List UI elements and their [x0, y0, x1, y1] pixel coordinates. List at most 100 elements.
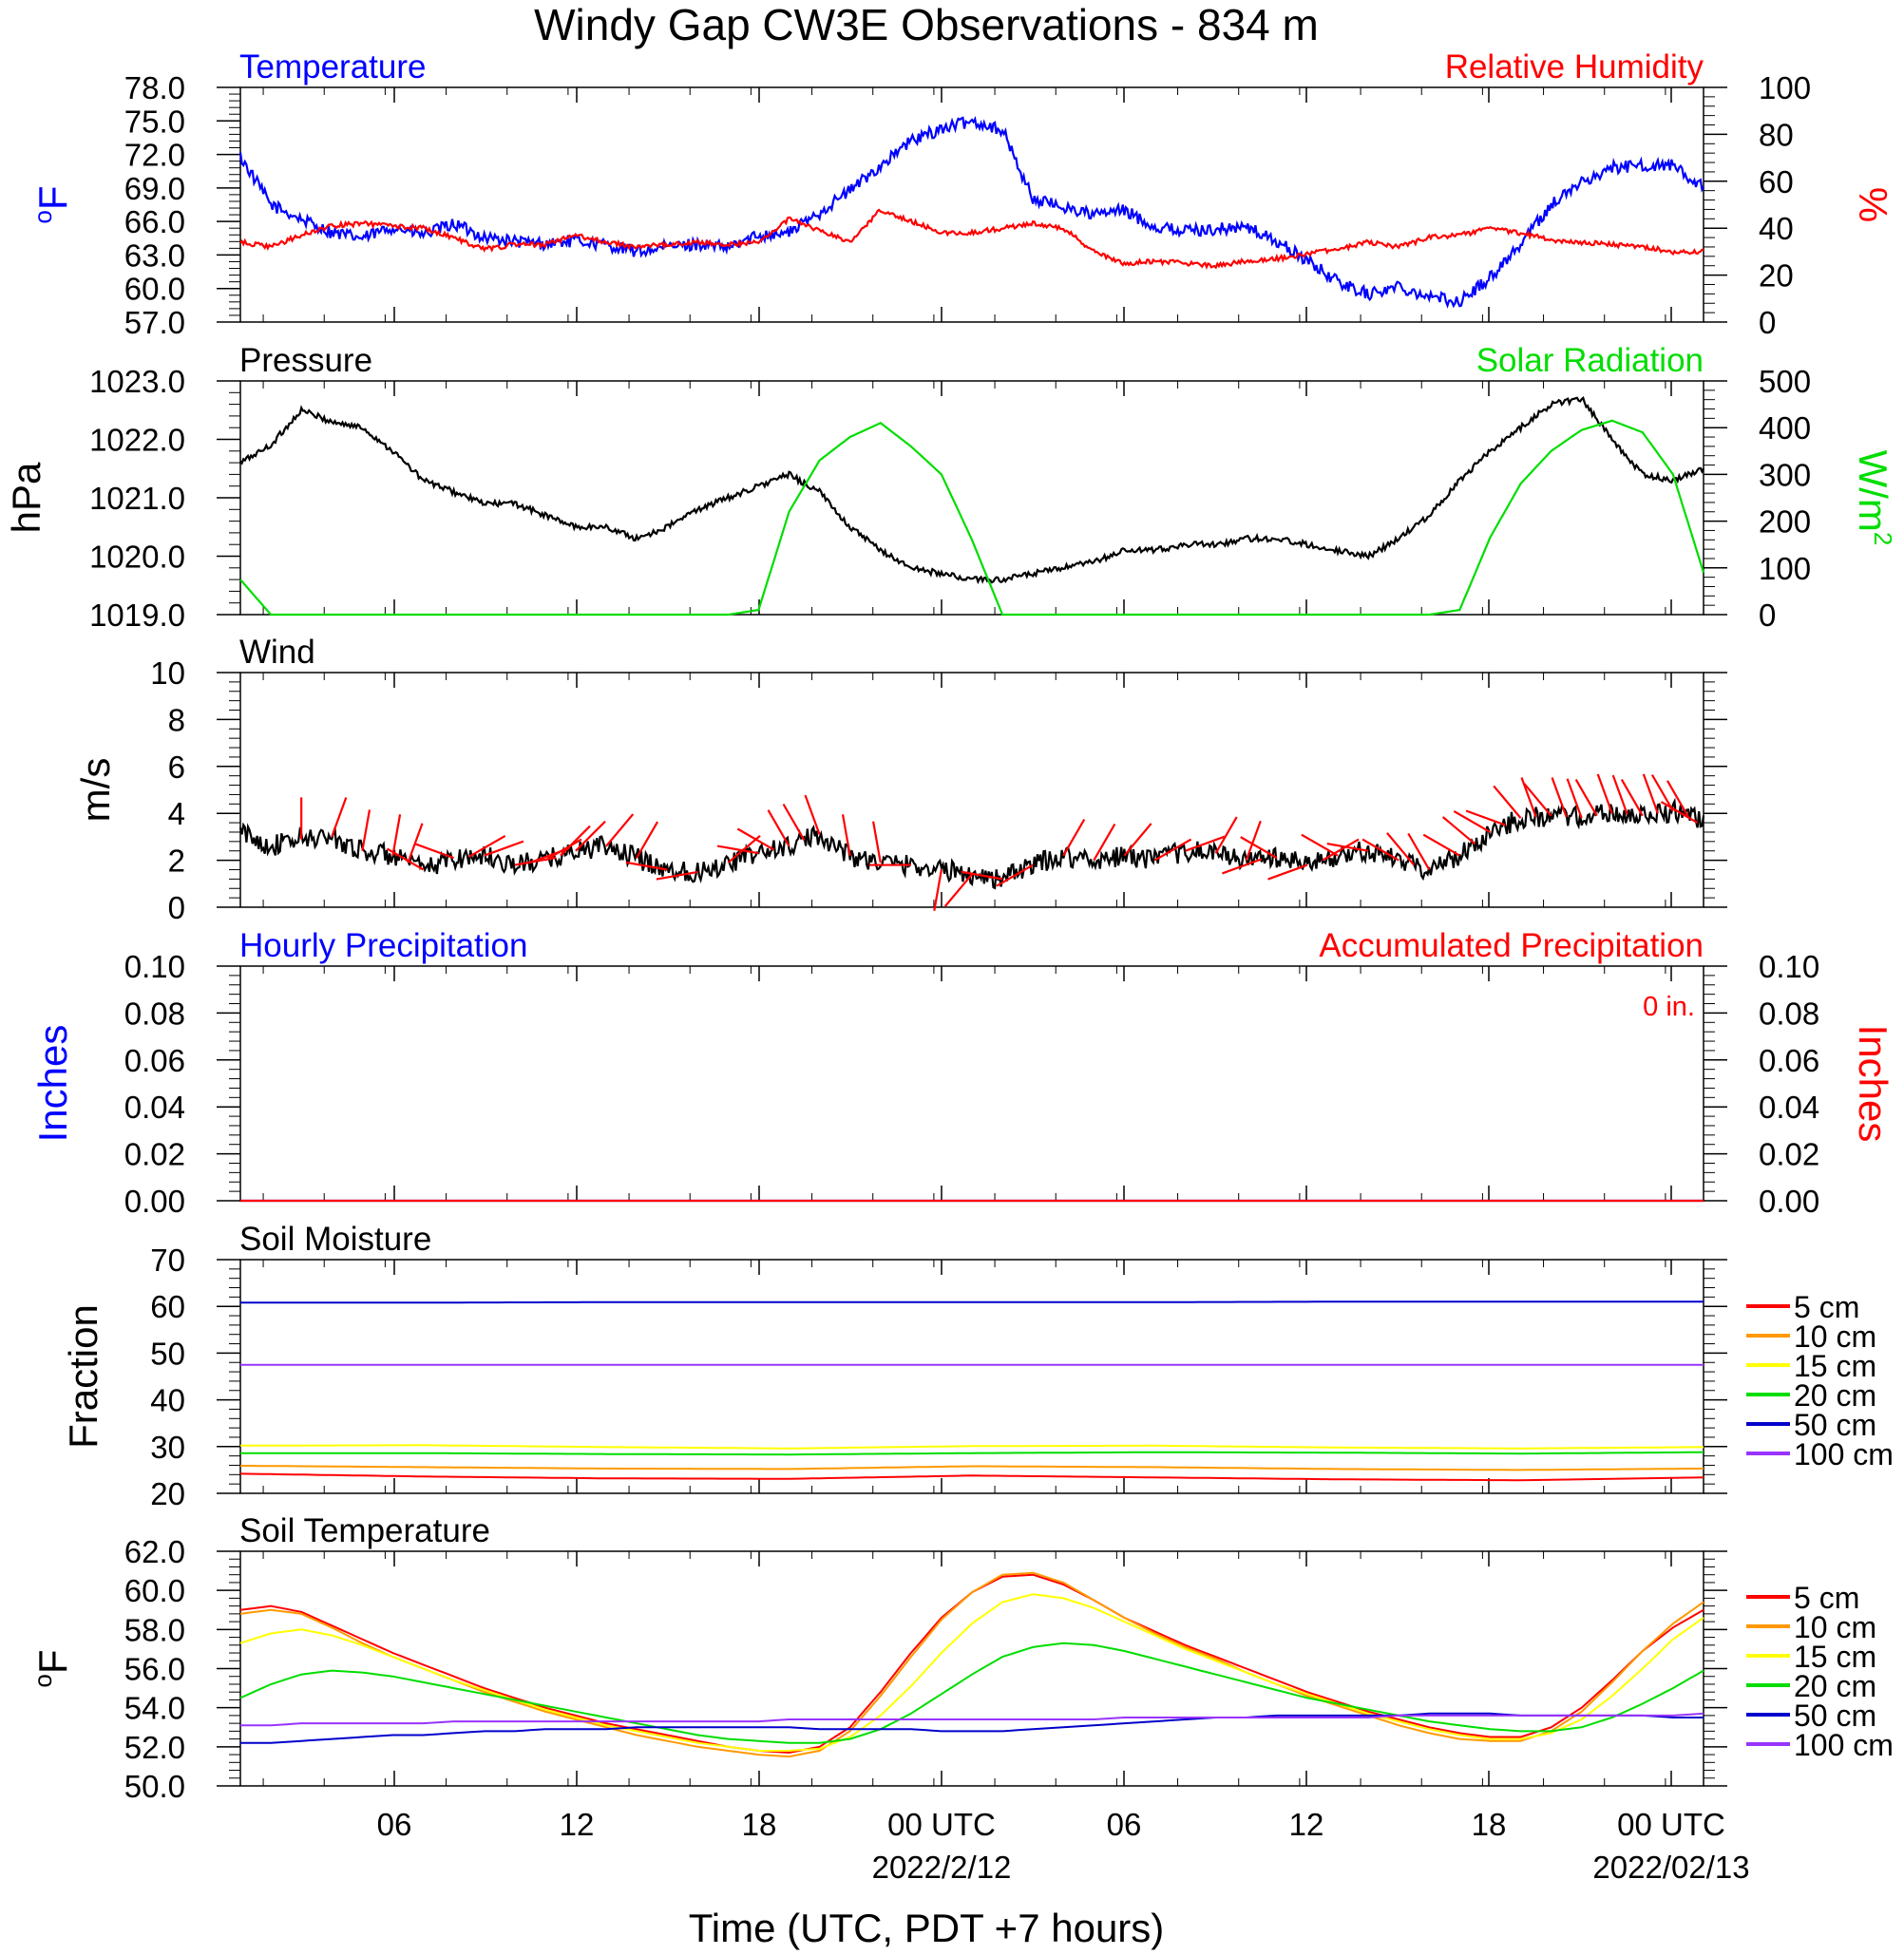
wind-barb — [484, 840, 524, 857]
y-tick-label-right: 0 — [1759, 598, 1776, 633]
wind-barb — [1062, 819, 1086, 857]
wind-barb — [767, 809, 790, 847]
y-axis-label-left: Inches — [30, 1025, 75, 1143]
y-tick-label: 50 — [150, 1336, 185, 1371]
wind-barb — [1153, 838, 1192, 862]
wind-barb — [1441, 816, 1476, 845]
y-tick-label: 56.0 — [124, 1652, 185, 1687]
wind-barb — [1453, 810, 1491, 833]
wind-barb — [1422, 833, 1460, 857]
y-tick-label: 52.0 — [124, 1730, 185, 1765]
wind-barb — [1566, 778, 1583, 819]
y-axis-label-right: % — [1851, 187, 1895, 222]
legend-label: 100 cm — [1794, 1728, 1894, 1762]
y-tick-label-right: 20 — [1759, 258, 1794, 294]
x-ticks — [262, 1260, 1672, 1493]
wind-barb — [1267, 864, 1308, 881]
plot-frame — [239, 86, 1704, 323]
y-tick-label: 60 — [150, 1289, 185, 1324]
legend-label: 50 cm — [1794, 1699, 1876, 1733]
y-tick-label-right: 0.02 — [1759, 1137, 1819, 1172]
series-relative-humidity — [239, 208, 1704, 270]
wind-barb — [1650, 774, 1674, 812]
panel-temperature-humidity: 78.075.072.069.066.063.060.057.0 100 80 60 4… — [29, 48, 1895, 340]
y-tick-label-right: 300 — [1759, 457, 1811, 492]
wind-barb — [625, 861, 668, 871]
y-tick-label: 1019.0 — [89, 598, 185, 633]
figure-title: Windy Gap CW3E Observations - 834 m — [534, 0, 1319, 49]
wind-barb — [1093, 823, 1116, 862]
y-tick-label-right: 0 — [1759, 305, 1776, 340]
wind-barb — [1222, 858, 1263, 875]
wind-barb — [1185, 835, 1226, 852]
legend-label: 15 cm — [1794, 1640, 1876, 1674]
y-tick-label: 0.10 — [124, 949, 185, 984]
y-tick-label-right: 0.00 — [1759, 1184, 1819, 1219]
legend-label: 10 cm — [1794, 1319, 1876, 1354]
time-axis: 06 12 18 00 UTC 06 12 18 00 UTC 2022/2/12 2022/02… — [377, 1807, 1750, 1885]
wind-barb — [1407, 832, 1431, 871]
y-tick-label: 4 — [168, 796, 185, 831]
y-tick-label: 66.0 — [124, 204, 185, 239]
series-15-cm — [240, 1444, 1704, 1450]
wind-barb — [575, 820, 606, 852]
series-15-cm — [239, 1593, 1704, 1752]
y-tick-label: 1020.0 — [89, 540, 185, 575]
y-axis-label-left: oF — [29, 185, 75, 223]
y-tick-label: 2 — [168, 844, 185, 879]
wind-barb — [1361, 838, 1399, 862]
wind-barb — [1214, 816, 1238, 854]
y-tick-label: 6 — [168, 750, 185, 785]
x-tick-label: 00 UTC — [887, 1807, 996, 1842]
legend-label: 100 cm — [1794, 1437, 1894, 1471]
legend-label: 20 cm — [1794, 1378, 1876, 1413]
panel-soil-temperature: 62.0 60.0 58.0 56.0 54.0 52.0 50.0 Soil Tempera… — [29, 1512, 1894, 1804]
wind-barbs — [300, 773, 1699, 912]
wind-barb — [727, 834, 761, 864]
wind-barb — [1660, 801, 1699, 825]
series-20-cm — [240, 1451, 1704, 1456]
y-axis-label-left: m/s — [73, 758, 118, 823]
series-pressure — [239, 395, 1704, 585]
series-5-cm — [239, 1472, 1704, 1482]
x-tick-label: 12 — [560, 1807, 595, 1842]
series-50-cm — [240, 1712, 1704, 1744]
panel-title-left: Soil Temperature — [239, 1512, 490, 1549]
wind-barb — [1240, 836, 1278, 860]
wind-barb — [872, 821, 882, 864]
y-tick-label: 0.08 — [124, 996, 185, 1031]
y-tick-label: 78.0 — [124, 70, 185, 105]
panel-title-right: Accumulated Precipitation — [1319, 927, 1704, 964]
wind-barb — [361, 809, 371, 851]
y-tick-label-right: 80 — [1759, 117, 1794, 152]
panel-title-left: Temperature — [239, 48, 426, 85]
wind-barb — [1493, 785, 1522, 819]
x-date-label: 2022/02/13 — [1592, 1850, 1749, 1885]
y-tick-label: 0.00 — [124, 1184, 185, 1219]
y-tick-label-right: 500 — [1759, 364, 1811, 399]
y-tick-label-right: 0.04 — [1759, 1090, 1819, 1125]
wind-barb — [1620, 779, 1644, 817]
series-temperature — [238, 115, 1704, 309]
wind-barb — [716, 845, 759, 855]
y-tick-label: 0 — [168, 890, 185, 925]
panel-precipitation: 0.10 0.08 0.06 0.04 0.02 0.00 0.10 0.08 0.06 0.04… — [30, 927, 1895, 1219]
wind-barb — [782, 803, 806, 842]
panel-title-right: Relative Humidity — [1445, 48, 1704, 85]
series-10-cm — [240, 1465, 1704, 1471]
x-tick-label: 12 — [1289, 1807, 1324, 1842]
y-axis-label-left: oF — [29, 1649, 75, 1687]
panel-title-left: Wind — [239, 634, 315, 671]
plot-frame — [239, 672, 1704, 908]
panel-soil-moisture: 70 60 50 40 30 20 Soil Moisture Fraction 5 cm10 … — [61, 1221, 1894, 1511]
panel-title-left: Hourly Precipitation — [239, 927, 527, 964]
x-ticks — [262, 87, 1672, 322]
y-tick-label: 70 — [150, 1243, 185, 1278]
series-50-cm — [240, 1300, 1704, 1304]
panel-wind: 10 8 6 4 2 0 Wind m/s — [73, 634, 1727, 925]
wind-barb — [1465, 809, 1506, 826]
series-10-cm — [239, 1571, 1704, 1758]
y-tick-label-right: 0.10 — [1759, 949, 1819, 984]
